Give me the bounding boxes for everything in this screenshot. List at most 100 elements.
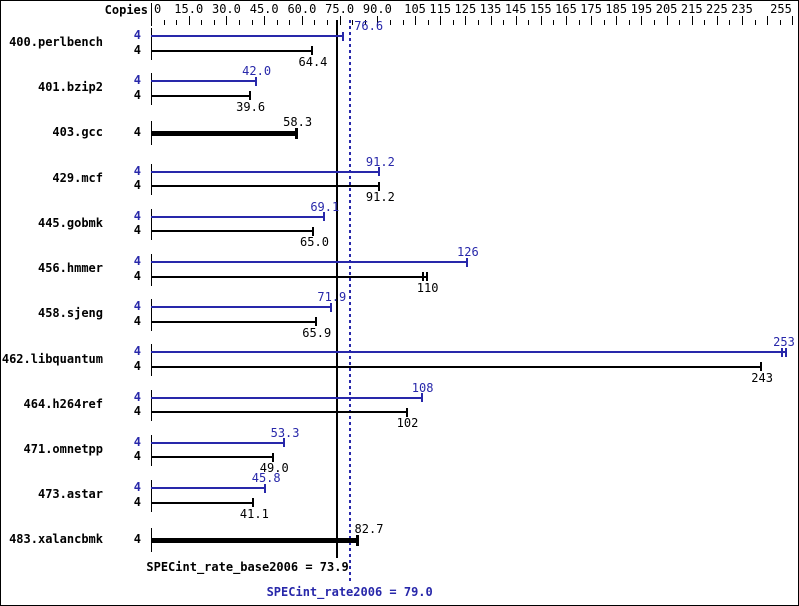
peak-value-label: 126 <box>457 245 479 259</box>
benchmark-label: 471.omnetpp <box>23 442 103 457</box>
group-axis-tick <box>151 254 152 286</box>
base-bar-end-cap <box>272 452 275 462</box>
base-bar <box>151 501 255 504</box>
copies-value: 4 <box>133 449 141 464</box>
axis-major-tick <box>465 16 467 25</box>
axis-tick-label: 165 <box>555 2 577 16</box>
base-value-label: 41.1 <box>239 506 269 521</box>
copies-value: 4 <box>133 480 141 494</box>
peak-bar-end-cap <box>322 212 325 222</box>
axis-minor-tick <box>503 20 505 25</box>
benchmark-label: 445.gobmk <box>37 216 103 231</box>
copies-value: 4 <box>133 87 141 102</box>
peak-bar-end-cap <box>465 257 468 267</box>
base-bar <box>151 230 315 233</box>
base-bar <box>151 94 251 97</box>
copies-value: 4 <box>133 313 141 328</box>
base-bar-end-cap <box>378 181 381 191</box>
benchmark-label: 458.sjeng <box>37 306 103 321</box>
axis-minor-tick <box>679 20 681 25</box>
axis-origin-line <box>151 3 152 26</box>
group-axis-tick <box>151 389 152 422</box>
axis-minor-tick <box>402 20 404 25</box>
base-bar-end-cap2 <box>421 272 424 281</box>
copies-value: 4 <box>133 163 141 178</box>
peak-value-label: 253 <box>773 335 795 350</box>
base-value-label: 102 <box>396 416 419 431</box>
group-axis-tick <box>151 28 152 60</box>
peak-value-label: 71.9 <box>317 290 347 305</box>
base-value-label: 49.0 <box>259 461 289 476</box>
peak-bar <box>151 35 344 37</box>
base-value-label: 65.0 <box>300 235 329 250</box>
base-value-label: 243 <box>751 370 773 385</box>
peak-rate-reference-line <box>348 20 351 584</box>
base-value-label: 64.4 <box>298 54 328 69</box>
axis-tick-label: 215 <box>680 2 703 16</box>
axis-minor-tick <box>477 20 479 25</box>
copies-value: 4 <box>133 223 141 238</box>
peak-bar-end-cap <box>283 438 286 448</box>
combined-value-label: 58.3 <box>283 115 313 130</box>
axis-tick-label: 60.0 <box>287 2 317 16</box>
combined-bar-end-cap <box>294 127 298 139</box>
axis-major-tick <box>716 16 718 25</box>
axis-minor-tick <box>427 20 429 25</box>
peak-bar-end-cap2 <box>781 347 784 357</box>
axis-tick-label: 115 <box>429 2 452 16</box>
copies-value: 4 <box>133 28 141 42</box>
axis-major-tick <box>666 16 668 25</box>
base-bar-end-cap <box>405 407 408 417</box>
group-axis-tick <box>151 344 152 376</box>
axis-tick-label: 105 <box>404 2 426 16</box>
axis-major-tick <box>616 16 618 25</box>
combined-bar-end-cap <box>355 534 359 546</box>
copies-value: 4 <box>133 434 141 449</box>
axis-minor-tick <box>779 20 781 25</box>
axis-major-tick <box>767 16 769 25</box>
axis-minor-tick <box>327 20 329 25</box>
axis-minor-tick <box>729 20 731 25</box>
base-bar-end-cap <box>312 226 315 236</box>
axis-minor-tick <box>314 20 316 25</box>
axis-major-tick <box>440 16 442 25</box>
copies-value: 4 <box>133 344 141 359</box>
peak-bar <box>151 487 267 489</box>
base-bar <box>151 49 313 52</box>
axis-tick-label: 225 <box>706 2 728 16</box>
peak-value-label: 69.1 <box>310 199 340 214</box>
base-bar-end-cap <box>248 91 251 101</box>
axis-minor-tick <box>628 20 630 25</box>
peak-value-label: 91.2 <box>365 154 395 169</box>
peak-value-label: 42.0 <box>242 64 272 79</box>
peak-rate-summary-label: SPECint_rate2006 = 79.0 <box>266 585 433 599</box>
axis-tick-label: 135 <box>479 2 502 16</box>
axis-major-tick <box>226 16 228 25</box>
group-axis-tick <box>151 163 152 196</box>
peak-value-label: 53.3 <box>270 425 300 440</box>
axis-minor-tick <box>201 20 203 25</box>
peak-bar <box>151 80 257 83</box>
base-rate-reference-line <box>335 20 338 558</box>
base-bar-end-cap <box>425 272 428 281</box>
axis-tick-label: 235 <box>731 2 753 16</box>
axis-major-tick <box>742 16 744 25</box>
axis-major-tick <box>540 16 542 25</box>
benchmark-label: 456.hmmer <box>37 261 103 276</box>
peak-bar <box>151 215 325 218</box>
copies-value: 4 <box>133 299 141 314</box>
base-value-label: 39.6 <box>236 99 266 114</box>
peak-value-label: 45.8 <box>251 471 281 485</box>
axis-minor-tick <box>364 20 366 25</box>
axis-major-tick <box>591 16 593 25</box>
axis-minor-tick <box>352 20 354 25</box>
peak-value-label: 108 <box>411 380 434 395</box>
copies-value: 4 <box>133 42 141 57</box>
axis-tick-label: 30.0 <box>211 2 241 16</box>
base-bar-end-cap <box>314 317 317 327</box>
axis-minor-tick <box>528 20 530 25</box>
axis-minor-tick <box>251 20 253 25</box>
x-axis: 0 15.0 30.0 45.0 60.0 75.0 90.0 105 115 125 135 145… <box>1 1 798 27</box>
